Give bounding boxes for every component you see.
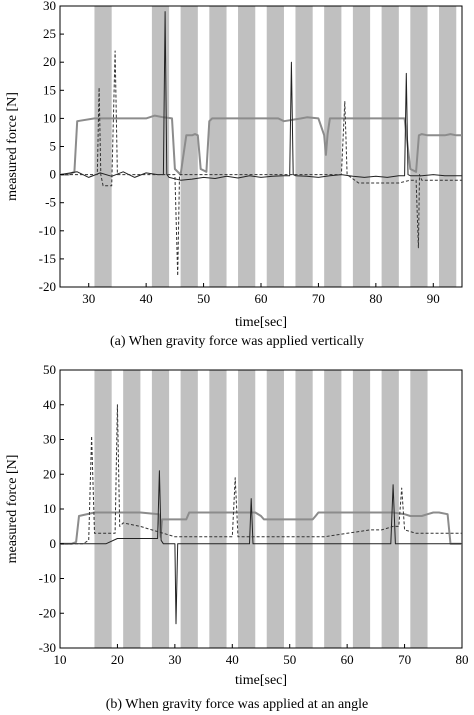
x-tick-label-a-90: 90 bbox=[427, 291, 440, 306]
y-tick-label-b-0: 0 bbox=[50, 536, 57, 551]
series-line-b-2 bbox=[60, 404, 462, 545]
y-tick-label-b-40: 40 bbox=[43, 397, 56, 412]
series-line-a-2 bbox=[60, 50, 462, 277]
y-tick-label-b-10: 10 bbox=[43, 501, 56, 516]
shaded-band-b-4 bbox=[209, 370, 227, 648]
x-ticks-b: 10 20 30 40 50 60 70 80 bbox=[54, 644, 469, 667]
y-ticks-b: -30 -20 -10 0 10 20 30 40 50 bbox=[39, 362, 64, 655]
y-tick-label-b-30: 30 bbox=[43, 432, 56, 447]
x-tick-label-b-60: 60 bbox=[341, 652, 354, 667]
y-tick-label-b-50: 50 bbox=[43, 362, 56, 377]
shaded-bands-a bbox=[94, 6, 457, 287]
x-tick-label-a-70: 70 bbox=[312, 291, 325, 306]
shaded-bands-b bbox=[94, 370, 428, 648]
y-tick-label-b--30: -30 bbox=[39, 640, 56, 655]
series-group-b bbox=[60, 404, 462, 625]
series-line-b-0 bbox=[60, 511, 462, 545]
x-ticks-a: 30 40 50 60 70 80 90 bbox=[82, 283, 440, 306]
shaded-band-a-7 bbox=[324, 6, 342, 287]
x-tick-label-b-80: 80 bbox=[456, 652, 469, 667]
shaded-band-b-9 bbox=[352, 370, 371, 648]
x-tick-label-b-70: 70 bbox=[398, 652, 411, 667]
shaded-band-a-3 bbox=[209, 6, 227, 287]
shaded-band-b-7 bbox=[295, 370, 313, 648]
shaded-band-a-11 bbox=[439, 6, 457, 287]
series-line-a-0 bbox=[60, 114, 462, 176]
shaded-band-a-5 bbox=[266, 6, 284, 287]
chart-panel-a: 30 40 50 60 70 80 90 -20 -15 -10 -5 0 5 10 15 20 25 30 t… bbox=[5, 0, 463, 349]
x-tick-label-a-80: 80 bbox=[369, 291, 382, 306]
x-tick-label-b-20: 20 bbox=[111, 652, 124, 667]
shaded-band-a-4 bbox=[238, 6, 256, 287]
series-group-a bbox=[59, 11, 462, 277]
shaded-band-b-3 bbox=[180, 370, 198, 648]
y-tick-label-a-0: 0 bbox=[50, 167, 57, 182]
x-tick-label-b-10: 10 bbox=[54, 652, 67, 667]
x-tick-label-b-50: 50 bbox=[283, 652, 296, 667]
y-tick-label-a-20: 20 bbox=[43, 54, 56, 69]
shaded-band-a-0 bbox=[94, 6, 112, 287]
x-tick-label-a-50: 50 bbox=[197, 291, 210, 306]
shaded-band-a-9 bbox=[381, 6, 399, 287]
x-tick-label-b-30: 30 bbox=[168, 652, 181, 667]
shaded-band-a-6 bbox=[295, 6, 313, 287]
y-tick-label-a-30: 30 bbox=[43, 0, 56, 13]
x-tick-label-a-30: 30 bbox=[82, 291, 95, 306]
plot-frame-b bbox=[59, 369, 463, 649]
y-tick-label-a-5: 5 bbox=[50, 139, 57, 154]
y-tick-label-a-25: 25 bbox=[43, 26, 56, 41]
y-tick-label-a--10: -10 bbox=[39, 223, 56, 238]
x-tick-label-a-40: 40 bbox=[140, 291, 153, 306]
shaded-band-b-11 bbox=[410, 370, 428, 648]
shaded-band-b-8 bbox=[324, 370, 342, 648]
shaded-band-b-1 bbox=[123, 370, 141, 648]
y-tick-label-a--5: -5 bbox=[45, 195, 56, 210]
shaded-band-b-10 bbox=[381, 370, 399, 648]
x-axis-label-a: time[sec] bbox=[235, 315, 287, 330]
series-line-a-1 bbox=[59, 11, 462, 181]
series-line-b-1 bbox=[60, 470, 462, 625]
y-tick-label-a-10: 10 bbox=[43, 110, 56, 125]
y-axis-label-a: measured force [N] bbox=[5, 92, 20, 201]
shaded-band-b-6 bbox=[266, 370, 284, 648]
y-tick-label-b--10: -10 bbox=[39, 571, 56, 586]
chart-panel-b: 10 20 30 40 50 60 70 80 -30 -20 -10 0 10 20 30 40 50 ti… bbox=[5, 362, 469, 712]
y-tick-label-a--15: -15 bbox=[39, 251, 56, 266]
caption-b: (b) When gravity force was applied at an… bbox=[106, 697, 369, 712]
y-ticks-a: -20 -15 -10 -5 0 5 10 15 20 25 30 bbox=[39, 0, 64, 294]
shaded-band-b-0 bbox=[94, 370, 112, 648]
y-axis-label-b: measured force [N] bbox=[5, 455, 20, 564]
shaded-band-a-8 bbox=[352, 6, 371, 287]
y-tick-label-b--20: -20 bbox=[39, 605, 56, 620]
x-axis-label-b: time[sec] bbox=[235, 673, 287, 688]
y-tick-label-b-20: 20 bbox=[43, 466, 56, 481]
shaded-band-a-2 bbox=[180, 6, 198, 287]
y-tick-label-a-15: 15 bbox=[43, 82, 56, 97]
caption-a: (a) When gravity force was applied verti… bbox=[110, 334, 364, 349]
plot-frame-a bbox=[59, 5, 463, 288]
shaded-band-b-5 bbox=[238, 370, 256, 648]
x-tick-label-b-40: 40 bbox=[226, 652, 239, 667]
y-tick-label-a--20: -20 bbox=[39, 279, 56, 294]
x-tick-label-a-60: 60 bbox=[255, 291, 268, 306]
